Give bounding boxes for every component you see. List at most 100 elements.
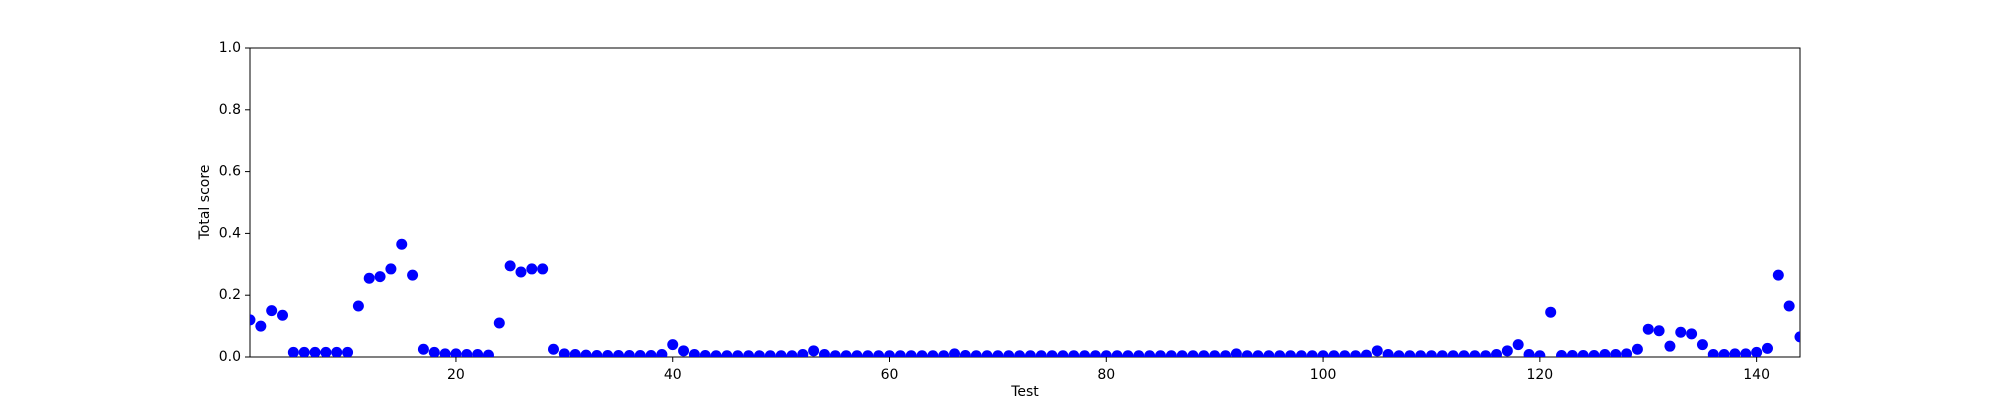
point xyxy=(688,349,700,357)
point xyxy=(656,349,668,357)
point xyxy=(1111,350,1123,357)
point xyxy=(1014,350,1026,357)
point xyxy=(1154,350,1166,357)
point xyxy=(255,320,267,332)
point xyxy=(1686,328,1698,340)
point xyxy=(439,348,451,357)
x-tick-label: 20 xyxy=(447,367,465,383)
point xyxy=(309,346,321,357)
point xyxy=(1046,350,1058,357)
point xyxy=(547,343,559,355)
point xyxy=(493,317,505,329)
point xyxy=(1664,340,1676,352)
point xyxy=(1317,350,1329,357)
point xyxy=(1534,350,1546,357)
x-tick-label: 60 xyxy=(881,367,899,383)
point xyxy=(1241,350,1253,357)
point xyxy=(927,350,939,357)
point xyxy=(1295,350,1307,357)
point xyxy=(1545,306,1557,318)
point xyxy=(1761,342,1773,354)
point xyxy=(1783,300,1795,312)
point xyxy=(1458,350,1470,357)
point xyxy=(1523,349,1535,357)
point xyxy=(482,349,494,357)
point xyxy=(862,350,874,357)
point xyxy=(428,346,440,357)
point xyxy=(818,349,830,357)
y-tick-label: 0.0 xyxy=(219,349,241,365)
point xyxy=(266,305,278,317)
y-tick-label: 0.8 xyxy=(219,102,241,118)
point xyxy=(970,350,982,357)
point xyxy=(1577,349,1589,357)
point xyxy=(1122,350,1134,357)
point xyxy=(1653,325,1665,337)
point xyxy=(1772,269,1784,281)
point xyxy=(472,349,484,357)
point xyxy=(569,349,581,357)
point xyxy=(1274,350,1286,357)
point xyxy=(1512,339,1524,351)
y-axis-label: Total score xyxy=(197,165,213,241)
point xyxy=(1089,350,1101,357)
point xyxy=(320,346,332,357)
point xyxy=(1501,345,1513,357)
point xyxy=(363,272,375,284)
point xyxy=(1556,349,1568,357)
point xyxy=(1415,350,1427,357)
point xyxy=(808,345,820,357)
point xyxy=(634,349,646,357)
point xyxy=(1469,350,1481,357)
point xyxy=(1393,350,1405,357)
point xyxy=(873,350,885,357)
point xyxy=(602,349,614,357)
point xyxy=(1436,350,1448,357)
point xyxy=(786,350,798,357)
point xyxy=(1165,350,1177,357)
point xyxy=(1631,343,1643,355)
point xyxy=(1382,349,1394,357)
point xyxy=(840,350,852,357)
point xyxy=(1209,350,1221,357)
x-tick-label: 100 xyxy=(1310,367,1337,383)
point xyxy=(721,350,733,357)
point xyxy=(1035,350,1047,357)
point xyxy=(894,350,906,357)
y-tick-label: 1.0 xyxy=(219,40,241,56)
point xyxy=(385,263,397,275)
point xyxy=(1740,348,1752,357)
point xyxy=(1285,350,1297,357)
point xyxy=(1339,350,1351,357)
point xyxy=(1068,350,1080,357)
point xyxy=(287,346,299,357)
point xyxy=(938,350,950,357)
point xyxy=(1306,350,1318,357)
point xyxy=(504,260,516,272)
point xyxy=(1198,350,1210,357)
point xyxy=(331,346,343,357)
point xyxy=(417,343,429,355)
point xyxy=(743,350,755,357)
point xyxy=(450,348,462,357)
point xyxy=(1610,349,1622,357)
point xyxy=(992,350,1004,357)
x-axis-label: Test xyxy=(1010,384,1039,400)
point xyxy=(732,350,744,357)
point xyxy=(645,349,657,357)
point xyxy=(905,350,917,357)
point xyxy=(1794,331,1800,343)
point xyxy=(558,348,570,357)
point xyxy=(1480,350,1492,357)
point xyxy=(1588,349,1600,357)
point xyxy=(613,349,625,357)
point xyxy=(250,314,256,326)
point xyxy=(580,349,592,357)
point xyxy=(764,350,776,357)
point xyxy=(678,345,690,357)
y-tick-label: 0.6 xyxy=(219,164,241,180)
point xyxy=(1425,350,1437,357)
point xyxy=(1003,350,1015,357)
point xyxy=(1371,345,1383,357)
point xyxy=(981,350,993,357)
